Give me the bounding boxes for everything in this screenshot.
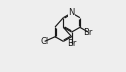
Text: Cl: Cl xyxy=(41,37,49,46)
Text: Br: Br xyxy=(84,28,93,37)
Text: N: N xyxy=(68,8,75,17)
Text: Br: Br xyxy=(67,39,76,48)
